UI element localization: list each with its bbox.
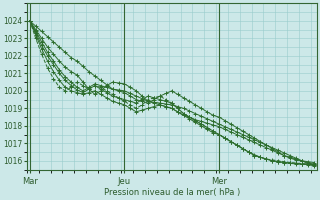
X-axis label: Pression niveau de la mer( hPa ): Pression niveau de la mer( hPa ) [104, 188, 240, 197]
